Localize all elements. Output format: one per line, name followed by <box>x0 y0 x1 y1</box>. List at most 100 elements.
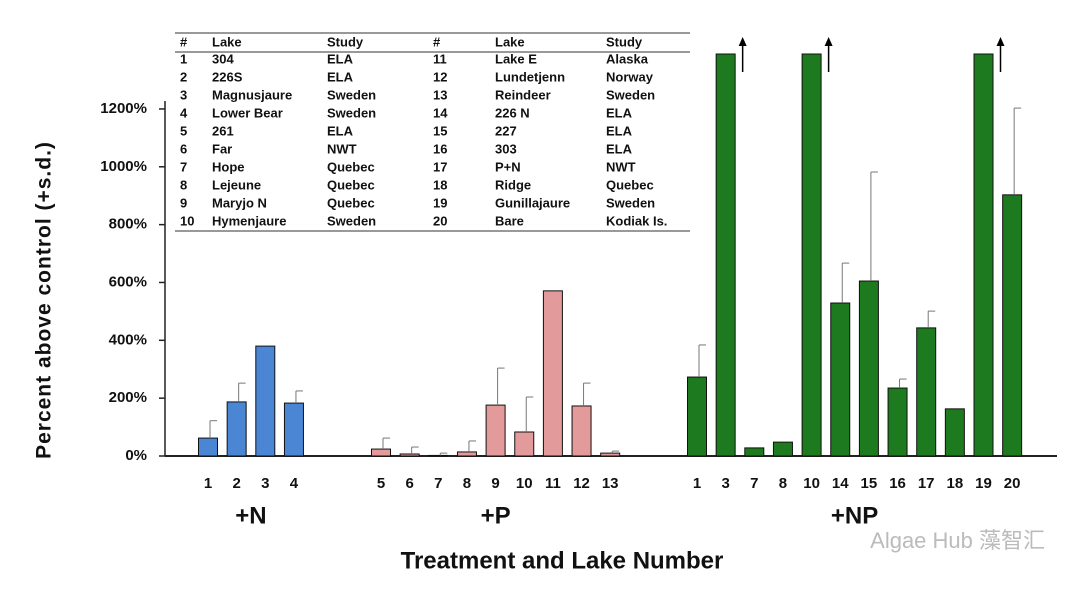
x-tick-label: 14 <box>832 475 849 492</box>
table-cell: Quebec <box>327 177 375 192</box>
table-cell: 1 <box>180 51 187 66</box>
table-cell: Reindeer <box>495 87 551 102</box>
table-cell: 303 <box>495 141 517 156</box>
table-cell: 9 <box>180 195 187 210</box>
x-tick-label: 2 <box>232 475 240 492</box>
table-cell: ELA <box>606 105 633 120</box>
x-axis-title: Treatment and Lake Number <box>401 547 724 574</box>
y-tick-label: 0% <box>125 447 147 464</box>
bar <box>801 53 822 457</box>
bar <box>283 402 304 457</box>
table-cell: Quebec <box>606 177 654 192</box>
x-tick-label: 12 <box>573 475 590 492</box>
x-tick-label: 3 <box>261 475 269 492</box>
bar <box>371 448 391 457</box>
x-tick-label: 19 <box>975 475 992 492</box>
table-cell: 20 <box>433 213 447 228</box>
table-header: Study <box>606 34 643 49</box>
table-cell: 2 <box>180 69 187 84</box>
bar <box>198 437 218 457</box>
x-tick-label: 8 <box>779 475 787 492</box>
table-cell: ELA <box>327 69 354 84</box>
table-cell: Sweden <box>606 87 655 102</box>
bar <box>772 441 793 457</box>
table-cell: Hymenjaure <box>212 213 286 228</box>
table-cell: Quebec <box>327 195 375 210</box>
table-cell: 11 <box>433 51 447 66</box>
y-axis-title: Percent above control (+s.d.) <box>33 141 56 459</box>
table-cell: 227 <box>495 123 517 138</box>
group-label: +N <box>235 502 266 529</box>
table-cell: NWT <box>606 159 636 174</box>
bar <box>255 345 276 457</box>
y-tick-label: 600% <box>109 273 147 290</box>
off-scale-arrowhead <box>738 37 747 46</box>
table-header: Lake <box>495 34 525 49</box>
bar <box>944 408 965 457</box>
table-cell: ELA <box>606 141 633 156</box>
table-cell: 6 <box>180 141 187 156</box>
table-cell: Sweden <box>327 213 376 228</box>
table-header: # <box>433 34 441 49</box>
y-tick-label: 1000% <box>100 158 147 175</box>
table-cell: ELA <box>327 51 354 66</box>
bar <box>456 451 477 457</box>
x-tick-label: 10 <box>803 475 820 492</box>
x-tick-label: 9 <box>491 475 499 492</box>
x-tick-label: 8 <box>463 475 471 492</box>
table-cell: 10 <box>180 213 194 228</box>
bar <box>428 454 449 457</box>
table-cell: Bare <box>495 213 524 228</box>
group-label: +P <box>481 502 511 529</box>
bar <box>887 387 908 457</box>
table-cell: Norway <box>606 69 654 84</box>
x-tick-label: 1 <box>204 475 212 492</box>
table-cell: 16 <box>433 141 447 156</box>
group-label: +NP <box>831 502 878 529</box>
table-cell: 15 <box>433 123 447 138</box>
table-cell: 13 <box>433 87 447 102</box>
y-tick-label: 1200% <box>100 100 147 117</box>
bar <box>226 401 247 457</box>
x-tick-label: 11 <box>545 475 561 492</box>
table-cell: 5 <box>180 123 187 138</box>
table-cell: Lundetjenn <box>495 69 565 84</box>
table-cell: ELA <box>606 123 633 138</box>
table-cell: Maryjo N <box>212 195 267 210</box>
watermark: Algae Hub 藻智汇 <box>870 528 1045 553</box>
y-tick-label: 400% <box>109 331 147 348</box>
table-header: Lake <box>212 34 242 49</box>
bar <box>1002 194 1023 457</box>
table-cell: 304 <box>212 51 234 66</box>
bar <box>715 53 736 457</box>
table-cell: 14 <box>433 105 448 120</box>
table-cell: ELA <box>327 123 354 138</box>
table-cell: Ridge <box>495 177 531 192</box>
bar <box>542 290 563 457</box>
table-cell: 12 <box>433 69 447 84</box>
bar <box>744 447 765 457</box>
table-header: # <box>180 34 188 49</box>
x-tick-label: 15 <box>861 475 878 492</box>
x-tick-label: 6 <box>405 475 413 492</box>
bar <box>830 302 851 457</box>
x-tick-label: 18 <box>947 475 964 492</box>
table-cell: Hope <box>212 159 245 174</box>
x-tick-label: 5 <box>377 475 385 492</box>
x-tick-label: 17 <box>918 475 935 492</box>
y-tick-label: 800% <box>109 216 147 233</box>
x-tick-label: 4 <box>290 475 299 492</box>
table-header: Study <box>327 34 364 49</box>
table-cell: Alaska <box>606 51 649 66</box>
y-tick-label: 200% <box>109 389 147 406</box>
table-cell: NWT <box>327 141 357 156</box>
table-cell: P+N <box>495 159 521 174</box>
x-tick-label: 7 <box>434 475 442 492</box>
table-cell: Quebec <box>327 159 375 174</box>
table-cell: Sweden <box>327 87 376 102</box>
table-cell: 226S <box>212 69 243 84</box>
bar <box>858 280 879 457</box>
bar <box>687 376 707 457</box>
bar <box>600 452 621 457</box>
x-tick-label: 7 <box>750 475 758 492</box>
